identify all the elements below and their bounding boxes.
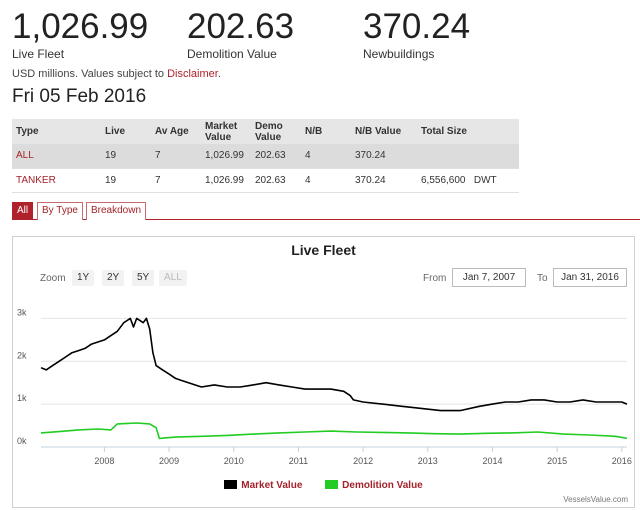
report-date: Fri 05 Feb 2016 bbox=[12, 86, 147, 107]
stat-label: Live Fleet bbox=[12, 47, 65, 61]
col-header-nb[interactable]: N/B bbox=[301, 119, 351, 144]
note-text: USD millions. Values subject to bbox=[12, 68, 168, 80]
zoom-all-button[interactable]: ALL bbox=[159, 270, 187, 286]
col-header-type[interactable]: Type bbox=[12, 119, 101, 144]
y-tick-label: 3k bbox=[17, 307, 27, 317]
x-tick-label: 2015 bbox=[547, 456, 567, 466]
cell-live: 19 bbox=[101, 144, 151, 169]
zoom-1y-button[interactable]: 1Y bbox=[72, 270, 95, 286]
y-tick-label: 2k bbox=[17, 350, 27, 360]
cell-market-value: 1,026.99 bbox=[201, 144, 251, 169]
zoom-label: Zoom bbox=[40, 273, 66, 284]
y-tick-label: 0k bbox=[17, 436, 27, 446]
to-label: To bbox=[537, 273, 548, 284]
cell-nb: 4 bbox=[301, 144, 351, 169]
x-tick-label: 2016 bbox=[612, 456, 632, 466]
chart-title: Live Fleet bbox=[291, 242, 356, 258]
x-tick-label: 2010 bbox=[224, 456, 244, 466]
cell-live: 19 bbox=[101, 168, 151, 193]
live-fleet-chart: 0k 1k 2k 3k 2008 2009 2010 2011 2012 2013 2014 2015… bbox=[12, 236, 635, 508]
zoom-5y-button[interactable]: 5Y bbox=[132, 270, 155, 286]
cell-total-size bbox=[417, 144, 519, 169]
x-tick-label: 2009 bbox=[159, 456, 179, 466]
col-header-total-size[interactable]: Total Size bbox=[417, 119, 519, 144]
cell-type[interactable]: TANKER bbox=[12, 168, 101, 193]
zoom-2y-button[interactable]: 2Y bbox=[102, 270, 125, 286]
col-header-demo-value[interactable]: Demo Value bbox=[251, 119, 301, 144]
cell-av-age: 7 bbox=[151, 144, 201, 169]
to-date-input[interactable] bbox=[553, 268, 627, 287]
chart-credits[interactable]: VesselsValue.com bbox=[563, 495, 628, 504]
stat-value: 202.63 bbox=[187, 7, 295, 46]
stat-demolition-value: 202.63 Demolition Value bbox=[187, 7, 295, 62]
chart-plot: 0k 1k 2k 3k 2008 2009 2010 2011 2012 2013 2014 2015… bbox=[17, 307, 632, 466]
legend-item-demolition-value[interactable]: Demolition Value bbox=[325, 480, 423, 491]
view-tabs: All By Type Breakdown bbox=[12, 202, 640, 220]
series-line-market-value bbox=[40, 317, 628, 412]
cell-av-age: 7 bbox=[151, 168, 201, 193]
series-line-demolition-value bbox=[40, 422, 628, 440]
stat-label: Demolition Value bbox=[187, 47, 277, 61]
cell-market-value: 1,026.99 bbox=[201, 168, 251, 193]
fleet-summary-table: Type Live Av Age Market Value Demo Value… bbox=[12, 119, 519, 193]
legend-swatch bbox=[325, 480, 339, 489]
x-tick-label: 2012 bbox=[353, 456, 373, 466]
legend-label: Demolition Value bbox=[342, 480, 423, 491]
col-header-live[interactable]: Live bbox=[101, 119, 151, 144]
x-tick-label: 2014 bbox=[482, 456, 502, 466]
col-header-av-age[interactable]: Av Age bbox=[151, 119, 201, 144]
total-size-value: 6,556,600 bbox=[421, 174, 466, 186]
note-end: . bbox=[217, 68, 221, 80]
cell-nb-value: 370.24 bbox=[351, 168, 417, 193]
col-header-nb-value[interactable]: N/B Value bbox=[351, 119, 417, 144]
stat-live-fleet: 1,026.99 Live Fleet bbox=[12, 7, 149, 62]
total-size-unit: DWT bbox=[473, 174, 497, 186]
values-note: USD millions. Values subject to Disclaim… bbox=[12, 68, 221, 80]
table-row-all[interactable]: ALL 19 7 1,026.99 202.63 4 370.24 bbox=[12, 144, 519, 169]
legend-swatch bbox=[224, 480, 238, 489]
cell-nb-value: 370.24 bbox=[351, 144, 417, 169]
cell-type[interactable]: ALL bbox=[12, 144, 101, 169]
from-label: From bbox=[423, 273, 447, 284]
chart-legend: Market Value Demolition Value bbox=[13, 480, 634, 491]
stat-value: 1,026.99 bbox=[12, 7, 149, 46]
stat-value: 370.24 bbox=[363, 7, 471, 46]
tab-all[interactable]: All bbox=[12, 202, 34, 220]
x-tick-label: 2013 bbox=[418, 456, 438, 466]
from-date-input[interactable] bbox=[452, 268, 526, 287]
cell-demo-value: 202.63 bbox=[251, 144, 301, 169]
x-tick-label: 2008 bbox=[94, 456, 114, 466]
x-tick-label: 2011 bbox=[289, 456, 308, 466]
cell-demo-value: 202.63 bbox=[251, 168, 301, 193]
legend-item-market-value[interactable]: Market Value bbox=[224, 480, 302, 491]
disclaimer-link[interactable]: Disclaimer bbox=[167, 68, 218, 80]
legend-label: Market Value bbox=[241, 480, 303, 491]
y-tick-label: 1k bbox=[17, 393, 27, 403]
stat-newbuildings: 370.24 Newbuildings bbox=[363, 7, 471, 62]
col-header-market-value[interactable]: Market Value bbox=[201, 119, 251, 144]
stat-label: Newbuildings bbox=[363, 47, 435, 61]
tab-by-type[interactable]: By Type bbox=[37, 202, 83, 220]
table-header-row: Type Live Av Age Market Value Demo Value… bbox=[12, 119, 519, 144]
cell-total-size: 6,556,600 DWT bbox=[417, 168, 519, 193]
tab-breakdown[interactable]: Breakdown bbox=[86, 202, 147, 220]
table-row-tanker[interactable]: TANKER 19 7 1,026.99 202.63 4 370.24 6,5… bbox=[12, 168, 519, 193]
cell-nb: 4 bbox=[301, 168, 351, 193]
